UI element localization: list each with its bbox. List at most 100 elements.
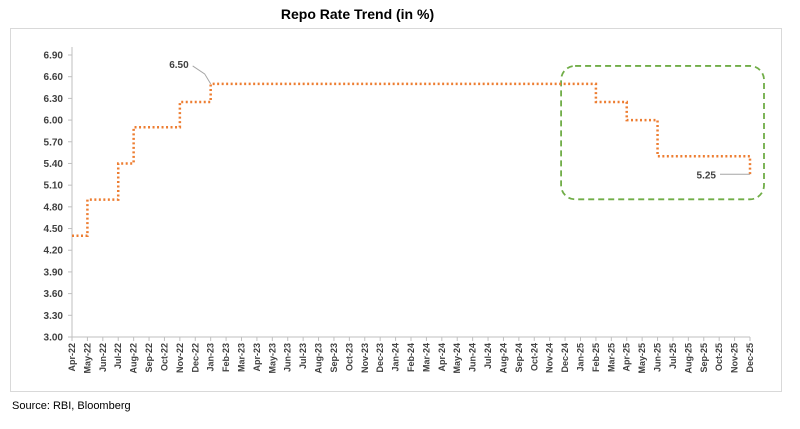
data-point xyxy=(225,83,227,85)
y-tick-label: 4.50 xyxy=(44,224,64,235)
data-point xyxy=(595,101,597,103)
annotation-leader xyxy=(192,65,212,85)
data-point xyxy=(703,155,705,157)
data-point xyxy=(256,83,258,85)
x-tick-label: Aug-22 xyxy=(129,343,139,374)
y-tick-label: 6.30 xyxy=(44,94,64,105)
chart-frame xyxy=(10,28,782,392)
data-point xyxy=(487,83,489,85)
x-tick-label: Jun-23 xyxy=(283,343,293,372)
data-point xyxy=(302,83,304,85)
x-tick-label: Feb-23 xyxy=(221,343,231,372)
data-point xyxy=(148,126,150,128)
data-point xyxy=(441,83,443,85)
x-tick-label: Jan-23 xyxy=(206,343,216,372)
data-point xyxy=(271,83,273,85)
x-tick-label: Nov-25 xyxy=(730,343,740,373)
y-tick-label: 3.30 xyxy=(44,311,64,322)
x-tick-label: May-24 xyxy=(452,343,462,374)
x-tick-label: Sep-24 xyxy=(514,343,524,373)
data-point xyxy=(410,83,412,85)
x-tick-label: Oct-25 xyxy=(714,343,724,371)
y-tick-label: 6.00 xyxy=(44,116,64,127)
x-tick-label: Dec-24 xyxy=(560,343,570,373)
data-point xyxy=(287,83,289,85)
y-tick-label: 3.90 xyxy=(44,267,64,278)
y-tick-label: 4.20 xyxy=(44,246,64,257)
y-tick-label: 3.60 xyxy=(44,289,64,300)
annotation-label: 5.25 xyxy=(697,170,717,181)
x-tick-label: Mar-24 xyxy=(421,343,431,372)
data-point xyxy=(86,198,88,200)
x-tick-label: Dec-25 xyxy=(745,343,755,373)
x-tick-label: Jan-25 xyxy=(576,343,586,372)
x-tick-label: Sep-23 xyxy=(329,343,339,373)
x-tick-label: Oct-23 xyxy=(344,343,354,371)
data-point xyxy=(687,155,689,157)
x-tick-label: Jun-24 xyxy=(468,343,478,372)
x-tick-label: Jan-24 xyxy=(391,343,401,372)
x-tick-label: Jul-22 xyxy=(113,343,123,369)
x-tick-label: Apr-22 xyxy=(67,343,77,372)
x-tick-label: Jun-25 xyxy=(653,343,663,372)
data-point xyxy=(610,101,612,103)
x-tick-label: Aug-25 xyxy=(683,343,693,374)
x-tick-label: Apr-24 xyxy=(437,343,447,372)
data-point xyxy=(533,83,535,85)
x-tick-label: Jul-25 xyxy=(668,343,678,369)
x-tick-label: Nov-23 xyxy=(360,343,370,373)
x-tick-label: Sep-22 xyxy=(144,343,154,373)
data-point xyxy=(579,83,581,85)
x-tick-label: Nov-22 xyxy=(175,343,185,373)
chart-title: Repo Rate Trend (in %) xyxy=(280,6,435,22)
data-point xyxy=(194,101,196,103)
x-tick-label: Dec-22 xyxy=(190,343,200,373)
data-point xyxy=(471,83,473,85)
data-point xyxy=(718,155,720,157)
x-tick-label: Dec-23 xyxy=(375,343,385,373)
data-point xyxy=(548,83,550,85)
y-tick-label: 5.40 xyxy=(44,159,64,170)
x-tick-label: Aug-23 xyxy=(314,343,324,374)
data-point xyxy=(102,198,104,200)
data-point xyxy=(163,126,165,128)
data-point xyxy=(71,235,73,237)
x-tick-label: Mar-23 xyxy=(237,343,247,372)
y-tick-label: 5.10 xyxy=(44,181,64,192)
x-tick-label: May-25 xyxy=(637,343,647,374)
data-point xyxy=(672,155,674,157)
x-tick-label: Jul-23 xyxy=(298,343,308,369)
data-point xyxy=(456,83,458,85)
x-tick-label: May-23 xyxy=(267,343,277,374)
source-note: Source: RBI, Bloomberg xyxy=(12,400,131,412)
x-tick-label: Jun-22 xyxy=(98,343,108,372)
data-point xyxy=(364,83,366,85)
x-tick-label: Sep-25 xyxy=(699,343,709,373)
x-tick-label: Apr-23 xyxy=(252,343,262,372)
data-point xyxy=(518,83,520,85)
data-point xyxy=(317,83,319,85)
y-tick-label: 4.80 xyxy=(44,202,64,213)
data-point xyxy=(394,83,396,85)
data-point xyxy=(502,83,504,85)
y-tick-label: 5.70 xyxy=(44,137,64,148)
x-tick-label: Nov-24 xyxy=(545,343,555,373)
data-point xyxy=(333,83,335,85)
data-point xyxy=(564,83,566,85)
x-tick-label: Aug-24 xyxy=(498,343,508,374)
x-tick-label: Jul-24 xyxy=(483,343,493,369)
repo-rate-series-line xyxy=(72,82,752,238)
annotation-label: 6.50 xyxy=(169,60,189,71)
y-tick-label: 6.60 xyxy=(44,72,64,83)
y-tick-label: 6.90 xyxy=(44,51,64,62)
x-tick-label: May-22 xyxy=(82,343,92,374)
x-tick-label: Mar-25 xyxy=(606,343,616,372)
x-tick-label: Oct-22 xyxy=(159,343,169,371)
data-point xyxy=(656,155,658,157)
x-tick-label: Oct-24 xyxy=(529,343,539,371)
data-point xyxy=(641,119,643,121)
data-point xyxy=(117,162,119,164)
x-tick-label: Feb-25 xyxy=(591,343,601,372)
y-tick-label: 3.00 xyxy=(44,333,64,344)
